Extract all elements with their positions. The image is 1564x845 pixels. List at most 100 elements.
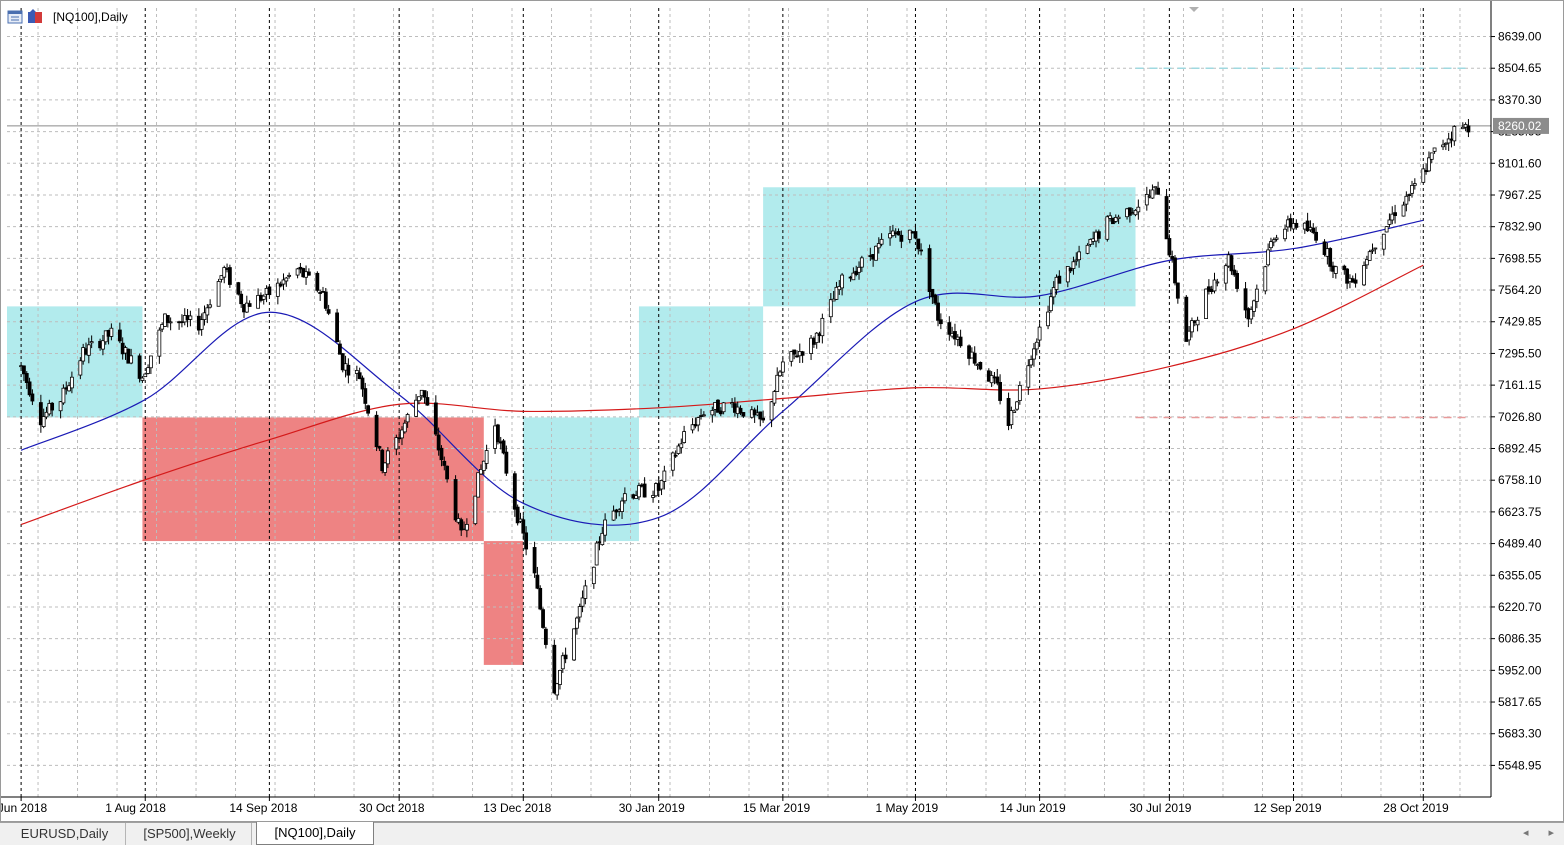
candle-body bbox=[772, 391, 777, 404]
candle-body bbox=[1223, 265, 1228, 284]
price-axis-label: 6220.70 bbox=[1498, 600, 1542, 614]
candle-body bbox=[453, 479, 458, 521]
tab-eurusd-daily[interactable]: EURUSD,Daily bbox=[4, 823, 126, 845]
candle-body bbox=[439, 447, 444, 461]
candle-body bbox=[1412, 183, 1417, 186]
candle-body bbox=[524, 532, 529, 550]
candle-body bbox=[459, 519, 464, 531]
candle-body bbox=[1156, 187, 1160, 195]
candle-body bbox=[1364, 259, 1369, 266]
candle-body bbox=[360, 377, 365, 390]
candle-body bbox=[1466, 125, 1471, 133]
candle-body bbox=[1432, 147, 1437, 152]
date-axis-label: 12 Sep 2019 bbox=[1254, 801, 1322, 815]
candle-body bbox=[417, 396, 421, 402]
date-axis-label: 14 Jun 2019 bbox=[1000, 801, 1066, 815]
chart-window-icon[interactable] bbox=[7, 9, 23, 25]
candle-body bbox=[1342, 265, 1347, 271]
candle-body bbox=[1367, 251, 1372, 261]
candle-body bbox=[476, 472, 481, 498]
candle-body bbox=[366, 405, 371, 414]
candle-body bbox=[738, 407, 743, 414]
candle-body bbox=[148, 355, 153, 369]
candle-body bbox=[1381, 233, 1386, 250]
candle-body bbox=[758, 411, 763, 420]
candle-body bbox=[78, 360, 83, 376]
axes-layer: 8639.008504.658370.308235.958101.607967.… bbox=[1, 1, 1549, 815]
candle-body bbox=[673, 454, 678, 457]
last-price-badge bbox=[1493, 117, 1549, 134]
candle-body bbox=[1068, 267, 1073, 272]
candles-layer bbox=[19, 119, 1471, 700]
candle-body bbox=[594, 542, 599, 566]
candle-body bbox=[117, 329, 122, 342]
candle-body bbox=[1144, 193, 1149, 206]
candle-body bbox=[377, 446, 382, 449]
candle-body bbox=[800, 351, 805, 356]
price-axis-label: 5683.30 bbox=[1498, 727, 1542, 741]
candle-body bbox=[659, 480, 664, 490]
candle-body bbox=[1252, 300, 1256, 312]
candle-body bbox=[676, 445, 681, 454]
candle-body bbox=[1037, 326, 1042, 341]
candle-body bbox=[315, 272, 320, 291]
candle-body bbox=[1446, 138, 1451, 144]
candle-body bbox=[828, 299, 833, 318]
tab-scroll-right-icon[interactable]: ▸ bbox=[1548, 827, 1554, 839]
chart-title-bar: [NQ100],Daily bbox=[7, 8, 128, 26]
candle-body bbox=[907, 229, 912, 240]
date-axis-label: 1 Aug 2018 bbox=[105, 801, 166, 815]
candle-body bbox=[1077, 251, 1081, 261]
candle-body bbox=[572, 628, 576, 661]
candle-body bbox=[1057, 275, 1062, 284]
candle-body bbox=[1187, 330, 1192, 341]
candle-body bbox=[1322, 241, 1327, 255]
candle-body bbox=[146, 367, 150, 374]
candle-body bbox=[1294, 222, 1299, 228]
candle-body bbox=[86, 344, 91, 356]
chart-canvas[interactable]: 8639.008504.658370.308235.958101.607967.… bbox=[1, 1, 1564, 823]
candle-body bbox=[792, 349, 797, 355]
candle-body bbox=[1012, 410, 1017, 413]
candle-body bbox=[24, 373, 29, 384]
tab-nq100-daily[interactable]: [NQ100],Daily bbox=[256, 822, 374, 845]
candle-body bbox=[916, 238, 921, 250]
candle-body bbox=[679, 443, 684, 449]
candle-body bbox=[1229, 255, 1234, 272]
candle-body bbox=[357, 372, 362, 380]
candle-body bbox=[306, 271, 311, 276]
candle-body bbox=[716, 399, 720, 413]
price-axis-label: 6489.40 bbox=[1498, 537, 1542, 551]
candle-body bbox=[978, 361, 983, 370]
candle-body bbox=[1305, 220, 1310, 232]
candle-body bbox=[899, 234, 904, 242]
candle-body bbox=[834, 286, 839, 300]
candle-body bbox=[512, 473, 517, 510]
candle-body bbox=[1167, 238, 1172, 256]
price-axis-label: 8639.00 bbox=[1498, 30, 1542, 44]
candle-body bbox=[913, 231, 918, 239]
candle-body bbox=[405, 414, 410, 423]
chart-properties-icon[interactable] bbox=[27, 9, 43, 25]
candle-body bbox=[541, 609, 545, 628]
candle-body bbox=[137, 355, 142, 379]
candle-body bbox=[642, 483, 647, 498]
candle-body bbox=[422, 390, 427, 398]
candle-body bbox=[927, 248, 932, 293]
candle-body bbox=[1133, 209, 1138, 216]
candle-body bbox=[1407, 194, 1412, 196]
chart-window[interactable]: 8639.008504.658370.308235.958101.607967.… bbox=[0, 0, 1564, 822]
tab-scroll-left-icon[interactable]: ◂ bbox=[1522, 827, 1529, 839]
candle-body bbox=[208, 304, 213, 308]
tab-sp500-weekly[interactable]: [SP500],Weekly bbox=[128, 823, 252, 845]
price-axis-label: 6623.75 bbox=[1498, 505, 1542, 519]
candle-body bbox=[1051, 287, 1056, 298]
candle-body bbox=[247, 303, 252, 307]
grid-layer bbox=[7, 8, 1491, 797]
zone-bull-0 bbox=[7, 306, 143, 418]
candle-body bbox=[552, 644, 557, 694]
indicators-layer bbox=[20, 219, 1424, 526]
candle-body bbox=[1243, 288, 1248, 311]
candle-body bbox=[479, 468, 483, 475]
candle-body bbox=[1034, 341, 1039, 350]
